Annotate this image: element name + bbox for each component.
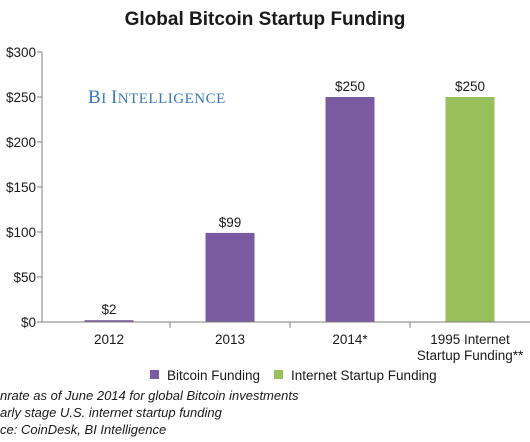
footnote: ce: CoinDesk, BI Intelligence [0, 422, 166, 437]
bars: $2 $99 $250 $250 [84, 79, 495, 322]
y-tick-label: $0 [21, 315, 36, 330]
data-label: $250 [335, 79, 365, 94]
data-label: $2 [101, 302, 116, 317]
bar [445, 97, 495, 322]
bar [325, 97, 375, 322]
y-axis: $0 $50 $100 $150 $200 $250 $300 [6, 45, 43, 330]
chart-title: Global Bitcoin Startup Funding [125, 9, 406, 30]
legend-label: Bitcoin Funding [167, 368, 260, 383]
bar [205, 232, 255, 322]
footnote: arly stage U.S. internet startup funding [0, 405, 223, 420]
x-axis: 2012 2013 2014* 1995 Internet Startup Fundin… [42, 321, 530, 363]
legend-label: Internet Startup Funding [291, 368, 437, 383]
x-tick-label: 2012 [94, 332, 124, 347]
data-label: $99 [219, 215, 242, 230]
legend-item: Bitcoin Funding [150, 368, 260, 383]
legend: Bitcoin Funding Internet Startup Funding [150, 368, 437, 383]
bar [84, 320, 134, 322]
x-tick-label: 1995 Internet Startup Funding** [417, 332, 524, 363]
y-tick-label: $300 [6, 45, 36, 60]
y-tick-label: $250 [6, 90, 36, 105]
footnotes: nrate as of June 2014 for global Bitcoin… [0, 388, 299, 437]
footnote: nrate as of June 2014 for global Bitcoin… [0, 388, 299, 403]
legend-swatch [150, 370, 159, 379]
legend-item: Internet Startup Funding [274, 368, 437, 383]
data-label: $250 [455, 79, 485, 94]
x-tick-label: 2014* [332, 332, 368, 347]
x-tick-label: 2013 [215, 332, 245, 347]
bi-intelligence-watermark: BI INTELLIGENCE [88, 87, 226, 108]
legend-swatch [274, 370, 283, 379]
y-tick-label: $150 [6, 180, 36, 195]
y-tick-label: $100 [6, 225, 36, 240]
y-tick-label: $50 [13, 270, 36, 285]
y-tick-label: $200 [6, 135, 36, 150]
